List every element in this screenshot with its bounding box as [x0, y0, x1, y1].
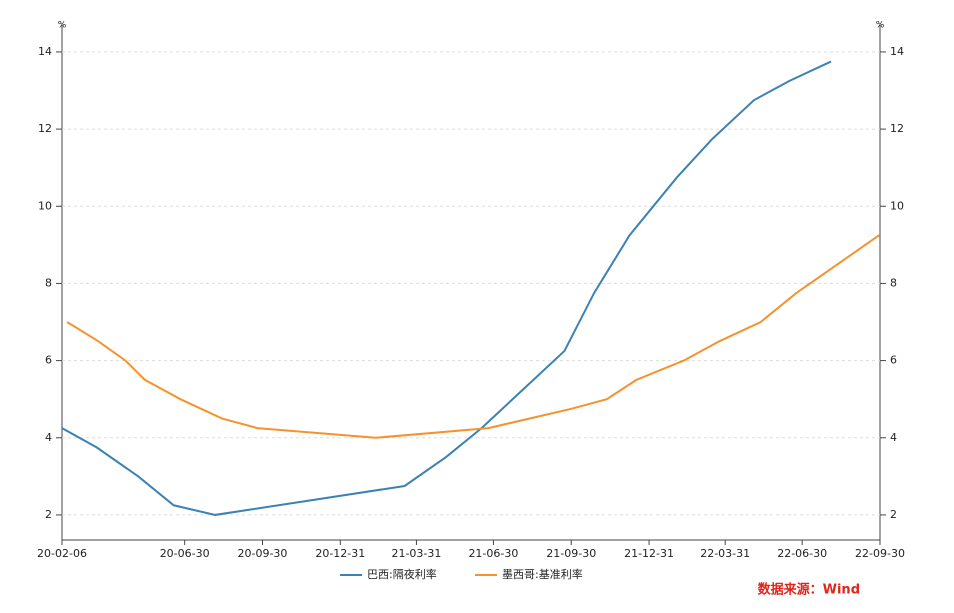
y2-tick-label: 4 — [890, 431, 897, 444]
y2-tick-label: 6 — [890, 354, 897, 367]
legend-label: 墨西哥:基准利率 — [502, 567, 583, 581]
y-tick-label: 6 — [45, 354, 52, 367]
x-tick-label: 21-06-30 — [468, 547, 518, 560]
y-tick-label: 12 — [38, 122, 52, 135]
x-tick-label: 20-06-30 — [160, 547, 210, 560]
x-tick-label: 20-02-06 — [37, 547, 87, 560]
source-note: 数据来源：Wind — [758, 582, 860, 598]
y2-tick-label: 10 — [890, 199, 904, 212]
y2-tick-label: 14 — [890, 45, 904, 58]
y-tick-label: 8 — [45, 276, 52, 289]
x-tick-label: 22-03-31 — [700, 547, 750, 560]
series-line — [66, 234, 880, 439]
x-tick-label: 22-06-30 — [777, 547, 827, 560]
y-tick-label: 10 — [38, 199, 52, 212]
x-tick-label: 20-12-31 — [315, 547, 365, 560]
series-line — [61, 60, 832, 516]
x-tick-label: 21-03-31 — [391, 547, 441, 560]
y-tick-label: 4 — [45, 431, 52, 444]
y2-tick-label: 8 — [890, 276, 897, 289]
y-tick-label: 2 — [45, 508, 52, 521]
y2-tick-label: 12 — [890, 122, 904, 135]
x-tick-label: 21-12-31 — [624, 547, 674, 560]
legend-label: 巴西:隔夜利率 — [367, 567, 437, 581]
x-tick-label: 22-09-30 — [855, 547, 905, 560]
y-tick-label: 14 — [38, 45, 52, 58]
x-tick-label: 21-09-30 — [546, 547, 596, 560]
y2-tick-label: 2 — [890, 508, 897, 521]
x-tick-label: 20-09-30 — [238, 547, 288, 560]
